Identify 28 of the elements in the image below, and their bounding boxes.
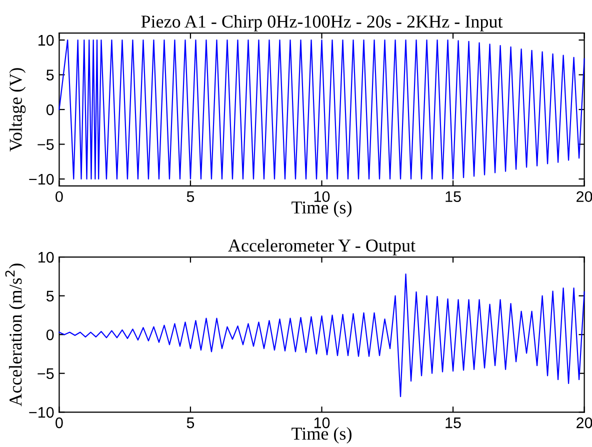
x-tick-label: 5 <box>186 418 194 428</box>
line-series <box>58 39 585 180</box>
x-axis-title: Time (s) <box>292 427 352 444</box>
y-tick-label: 5 <box>46 290 54 302</box>
x-tick-label: 0 <box>56 417 63 428</box>
y-tick-label: 10 <box>38 252 54 263</box>
y-tick-label: 0 <box>46 329 54 340</box>
y-tick-label: 0 <box>46 104 54 116</box>
x-tick-label: 20 <box>576 417 592 428</box>
chart-title: Piezo A1 - Chirp 0Hz-100Hz - 20s - 2KHz - Input <box>141 14 503 32</box>
x-tick-label: 10 <box>314 417 330 428</box>
x-tick-label: 5 <box>186 191 194 202</box>
y-tick-label: −10 <box>29 174 54 185</box>
y-axis-title: Acceleration (m/s$^{2}$) <box>5 264 26 406</box>
y-axis-title: Voltage (V) <box>9 68 26 152</box>
x-axis-title: Time (s) <box>292 200 352 218</box>
y-tick-label: −5 <box>38 139 54 150</box>
y-tick-label: 10 <box>38 34 54 46</box>
line-series <box>58 274 585 398</box>
y-tick-label: −10 <box>29 407 54 418</box>
y-tick-label: 5 <box>46 70 54 80</box>
x-tick-label: 10 <box>314 191 330 202</box>
chart-title: Accelerometer Y - Output <box>228 238 416 256</box>
y-tick-label: −5 <box>38 368 54 380</box>
x-tick-label: 15 <box>446 418 461 428</box>
x-tick-label: 20 <box>576 191 592 202</box>
x-tick-label: 15 <box>446 191 461 202</box>
x-tick-label: 0 <box>56 191 63 202</box>
